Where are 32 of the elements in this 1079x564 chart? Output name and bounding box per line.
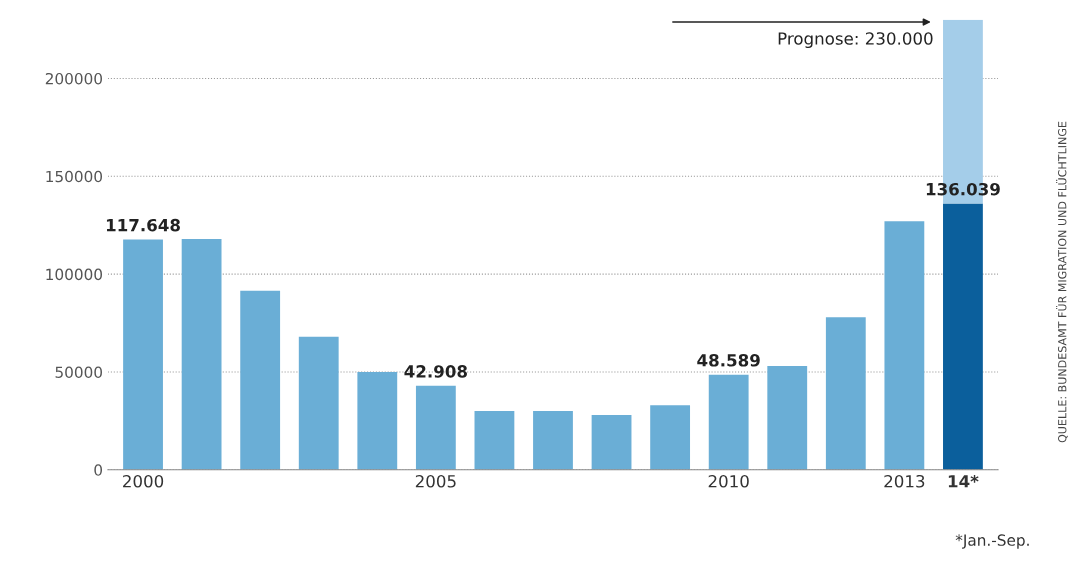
bar <box>943 203 983 470</box>
y-tick-label: 200000 <box>45 72 103 85</box>
bar <box>825 317 866 470</box>
source-note: QUELLE: BUNDESAMT FÜR MIGRATION UND FLÜCHTLINGE <box>1056 121 1068 443</box>
bar <box>298 336 339 470</box>
bar <box>123 239 163 470</box>
text: *Jan.-Sep. <box>955 534 1029 549</box>
bar <box>708 374 749 470</box>
y-tick-label: 0 <box>94 464 103 476</box>
data-label: 136.039 <box>926 182 1000 196</box>
annotation: Prognose: 230.000 <box>778 32 933 49</box>
y-tick-label: 50000 <box>55 366 103 378</box>
bar <box>357 371 398 470</box>
bar <box>181 238 222 470</box>
data-label: 48.589 <box>697 354 760 367</box>
bar <box>884 221 925 470</box>
bar <box>474 411 515 470</box>
y-tick-label: 100000 <box>46 268 103 281</box>
bar <box>767 366 808 470</box>
x-tick-label: 2013 <box>884 474 925 488</box>
x-tick-label: 14* <box>948 474 979 488</box>
bar <box>240 290 281 470</box>
bar <box>415 385 456 470</box>
x-tick-label: 2010 <box>708 474 749 488</box>
data-label: 117.648 <box>106 218 180 232</box>
bar <box>533 411 573 470</box>
data-label: 42.908 <box>404 365 467 378</box>
bar <box>591 415 632 470</box>
bar <box>650 405 691 470</box>
y-tick-label: 150000 <box>46 170 103 183</box>
x-tick-label: 2005 <box>415 474 456 488</box>
x-tick-label: 2000 <box>123 474 164 488</box>
